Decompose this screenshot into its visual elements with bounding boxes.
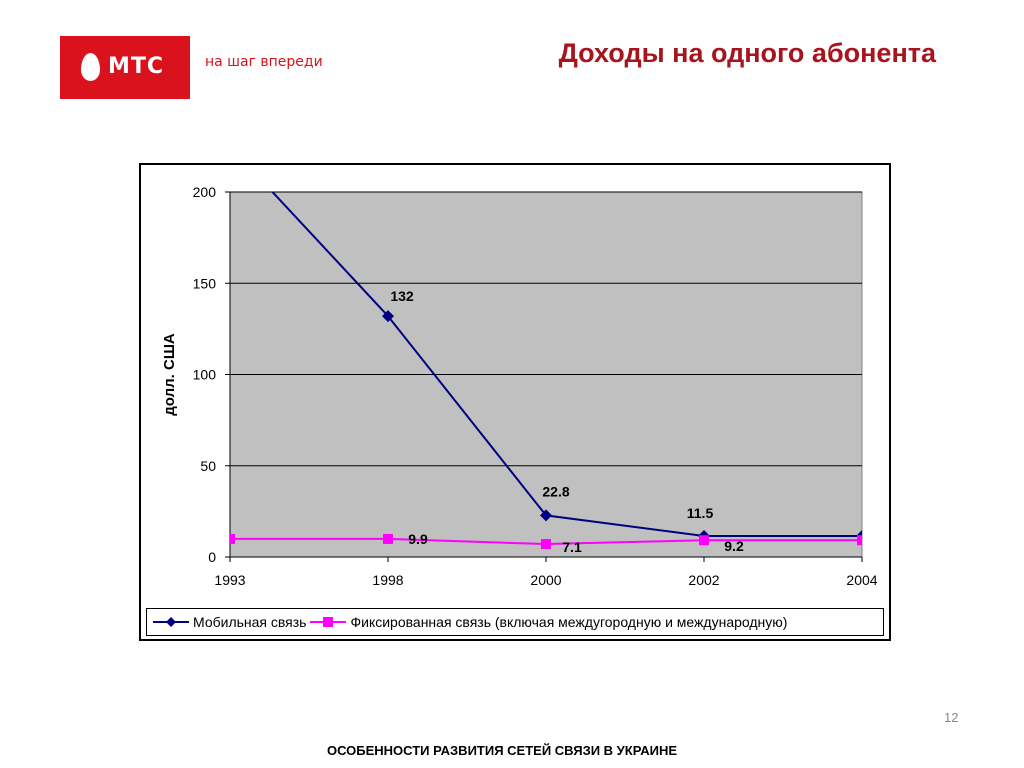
logo-text: МТС — [108, 54, 165, 79]
data-label: 7.1 — [562, 539, 582, 555]
y-tick-label: 50 — [200, 458, 216, 474]
y-axis-label: долл. США — [161, 333, 178, 416]
x-tick-label: 2004 — [846, 572, 877, 588]
data-label: 22.8 — [542, 483, 569, 499]
data-point — [857, 535, 862, 546]
tagline: на шаг впереди — [205, 54, 323, 70]
x-tick-label: 2000 — [530, 572, 561, 588]
square-marker-icon — [310, 617, 347, 627]
x-tick-label: 1993 — [214, 572, 245, 588]
data-label: 132 — [390, 288, 414, 304]
y-tick-label: 100 — [193, 367, 217, 383]
footer-text: ОСОБЕННОСТИ РАЗВИТИЯ СЕТЕЙ СВЯЗИ В УКРАИ… — [326, 743, 678, 758]
legend-item-mobile: Мобильная связь — [153, 614, 306, 630]
x-tick-label: 1998 — [372, 572, 403, 588]
chart-legend: Мобильная связь Фиксированная связь (вкл… — [146, 608, 884, 636]
legend-item-fixed: Фиксированная связь (включая междугородн… — [310, 614, 787, 630]
legend-label-mobile: Мобильная связь — [193, 614, 307, 630]
mts-logo: МТС — [60, 36, 190, 99]
data-label: 11.5 — [687, 505, 714, 521]
egg-logo-icon — [81, 53, 100, 81]
x-tick-label: 2002 — [688, 572, 719, 588]
data-point — [383, 533, 393, 544]
y-tick-label: 200 — [193, 184, 217, 200]
data-label: 9.9 — [408, 531, 428, 547]
series-1 — [230, 533, 862, 550]
page-number: 12 — [944, 710, 959, 725]
data-point — [382, 310, 394, 323]
legend-label-fixed: Фиксированная связь (включая междугородн… — [350, 614, 788, 630]
data-point — [540, 509, 552, 522]
data-label: 9.2 — [724, 538, 744, 554]
series-0 — [271, 192, 862, 543]
y-tick-label: 0 — [208, 549, 216, 565]
data-point — [699, 535, 709, 546]
y-tick-label: 150 — [193, 275, 217, 291]
data-point — [230, 533, 235, 544]
data-point — [541, 539, 551, 550]
page-title: Доходы на одного абонента — [558, 38, 936, 68]
diamond-marker-icon — [153, 617, 189, 627]
